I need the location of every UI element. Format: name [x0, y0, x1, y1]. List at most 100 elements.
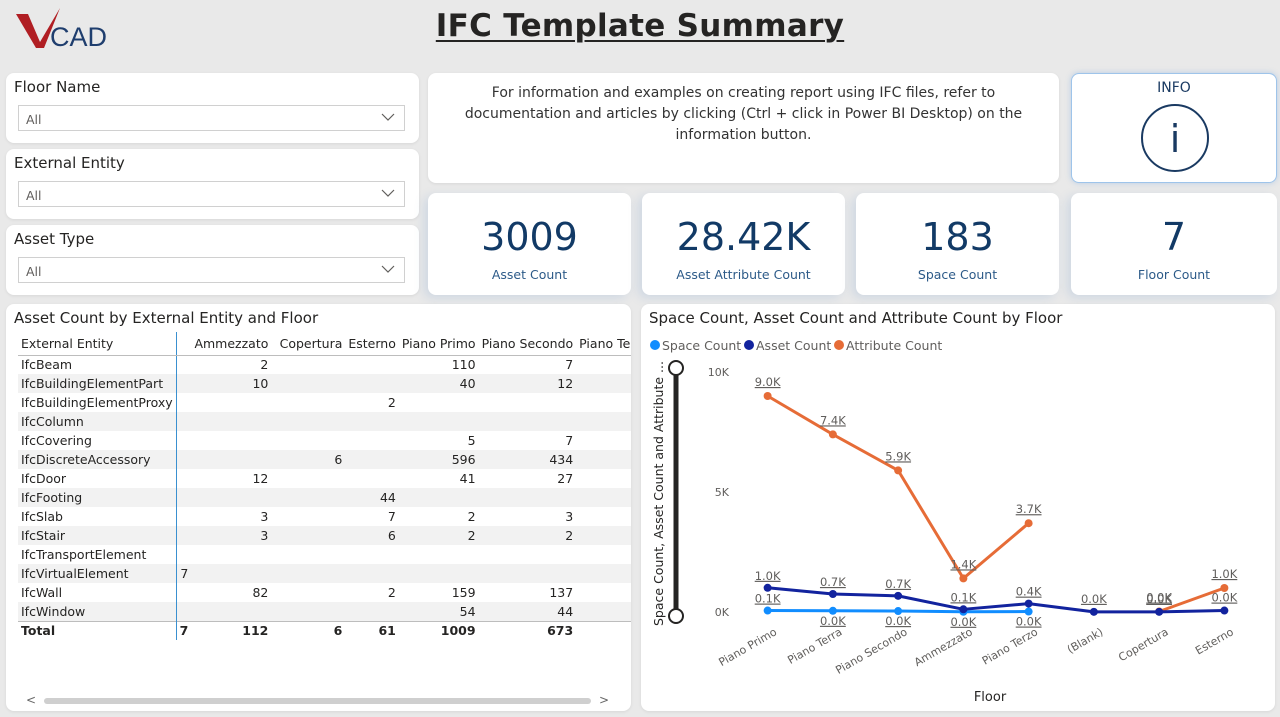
logo-text: CAD	[50, 22, 107, 52]
table-cell	[345, 469, 399, 488]
data-point[interactable]	[763, 606, 772, 615]
zoom-slider-handle-top[interactable]	[668, 360, 684, 376]
data-point[interactable]	[894, 591, 903, 600]
series-line-2	[1158, 586, 1225, 613]
table-cell	[576, 488, 631, 507]
external-entity-dropdown[interactable]: All	[18, 181, 405, 207]
table-cell	[576, 412, 631, 431]
data-point[interactable]	[763, 392, 772, 400]
table-cell	[271, 374, 346, 393]
data-point[interactable]	[828, 606, 837, 615]
floor-name-dropdown[interactable]: All	[18, 105, 405, 131]
column-header[interactable]: Piano Primo	[398, 332, 479, 356]
table-row[interactable]: IfcDiscreteAccessory 6 596 434	[18, 450, 631, 469]
table-cell	[399, 393, 479, 412]
info-icon: i	[1141, 104, 1209, 172]
table-row[interactable]: IfcFooting 44	[18, 488, 631, 507]
column-header[interactable]: Esterno	[345, 332, 399, 356]
kpi-label: Floor Count	[1137, 267, 1211, 282]
data-point[interactable]	[1024, 607, 1033, 616]
legend-entry[interactable]: Attribute Count	[846, 338, 942, 353]
table-cell	[478, 412, 577, 431]
table-cell	[176, 602, 192, 621]
column-header[interactable]: External Entity	[18, 332, 177, 356]
data-point[interactable]	[1220, 606, 1229, 615]
table-cell	[576, 450, 631, 469]
chevron-down-icon	[381, 189, 395, 197]
data-point[interactable]	[1024, 519, 1033, 528]
table-cell	[271, 564, 346, 583]
table-row[interactable]: IfcStair 3 6 2 2	[18, 526, 631, 545]
zoom-slider-handle-bottom[interactable]	[668, 608, 684, 624]
data-point[interactable]	[1220, 584, 1229, 592]
table-cell	[191, 450, 272, 469]
data-point[interactable]	[1155, 607, 1164, 616]
table-cell: 2	[387, 585, 396, 600]
data-point[interactable]	[1089, 607, 1098, 616]
y-axis-title: Space Count, Asset Count and Attribute .…	[651, 361, 666, 626]
column-header[interactable]: Ammezzato	[191, 332, 272, 356]
x-tick-label: Copertura	[1116, 625, 1170, 664]
scroll-right-icon[interactable]: >	[598, 693, 609, 707]
data-point[interactable]	[1024, 599, 1033, 608]
total-cell: 112	[191, 620, 272, 640]
table-cell: 110	[451, 357, 476, 373]
data-label: 0.0K	[1146, 592, 1172, 606]
table-row[interactable]: IfcWindow 54 44	[18, 602, 631, 621]
table-row[interactable]: IfcBuildingElementProxy 2	[18, 393, 631, 412]
kpi-value: 3009	[481, 215, 578, 259]
data-point[interactable]	[894, 466, 903, 475]
table-cell: 7	[387, 509, 396, 524]
table-cell	[271, 431, 345, 450]
column-header[interactable]: Piano Secondo	[478, 332, 577, 356]
table-cell	[576, 526, 631, 545]
table-cell	[398, 412, 479, 431]
asset-type-dropdown[interactable]: All	[18, 257, 405, 283]
table-cell: 3	[260, 509, 269, 524]
table-cell	[576, 355, 631, 374]
x-tick-label: Piano Terra	[785, 625, 844, 667]
table-row[interactable]: IfcWall 82 2 159 137	[18, 583, 631, 602]
data-point[interactable]	[894, 607, 903, 616]
series-line-1	[767, 586, 1225, 614]
table-row[interactable]: IfcBuildingElementPart 10 40 12	[18, 374, 631, 393]
legend-entry[interactable]: Space Count	[662, 338, 741, 353]
table-cell	[479, 393, 577, 412]
table-row[interactable]: IfcDoor 12 41 27	[18, 469, 631, 488]
data-label: 0.4K	[1016, 585, 1042, 599]
table-row[interactable]: IfcBeam 2 110 7	[18, 355, 631, 374]
table-row[interactable]: IfcVirtualElement 7	[18, 564, 631, 583]
data-point[interactable]	[959, 574, 968, 583]
asset-matrix: External Entity Ammezzato Copertura Esterno…	[18, 332, 631, 640]
scroll-left-icon[interactable]: <	[26, 693, 37, 707]
table-row[interactable]: IfcTransportElement	[18, 545, 631, 564]
info-glyph: i	[1170, 117, 1181, 161]
x-tick-label: Piano Primo	[716, 625, 779, 669]
column-header[interactable]	[176, 332, 192, 356]
row-header: IfcDoor	[18, 469, 177, 488]
table-cell	[191, 564, 272, 583]
data-point[interactable]	[763, 583, 772, 592]
data-point[interactable]	[828, 430, 837, 439]
table-cell	[176, 469, 191, 488]
total-label: Total	[18, 620, 177, 640]
data-label: 0.1K	[950, 590, 976, 604]
dropdown-value: All	[26, 188, 42, 203]
x-axis-title: Floor	[974, 690, 1007, 705]
row-header: IfcSlab	[18, 507, 177, 526]
kpi-value: 28.42K	[676, 215, 811, 259]
column-header[interactable]: Copertura	[271, 332, 346, 356]
table-row[interactable]: IfcColumn	[18, 412, 631, 431]
info-button[interactable]: INFO i	[1071, 73, 1277, 183]
legend-entry[interactable]: Asset Count	[756, 338, 831, 353]
column-header[interactable]: Piano Terzo	[576, 332, 631, 356]
table-cell: 2	[387, 395, 396, 410]
table-row[interactable]: IfcSlab 3 7 2 3	[18, 507, 631, 526]
data-point[interactable]	[959, 605, 968, 614]
data-point[interactable]	[828, 590, 837, 598]
table-row[interactable]: IfcCovering 5 7	[18, 431, 631, 450]
x-tick-label: Esterno	[1193, 625, 1236, 657]
horizontal-scrollbar[interactable]: < >	[18, 693, 617, 707]
vcad-logo: CAD	[14, 8, 114, 52]
scrollbar-thumb[interactable]	[44, 698, 591, 704]
